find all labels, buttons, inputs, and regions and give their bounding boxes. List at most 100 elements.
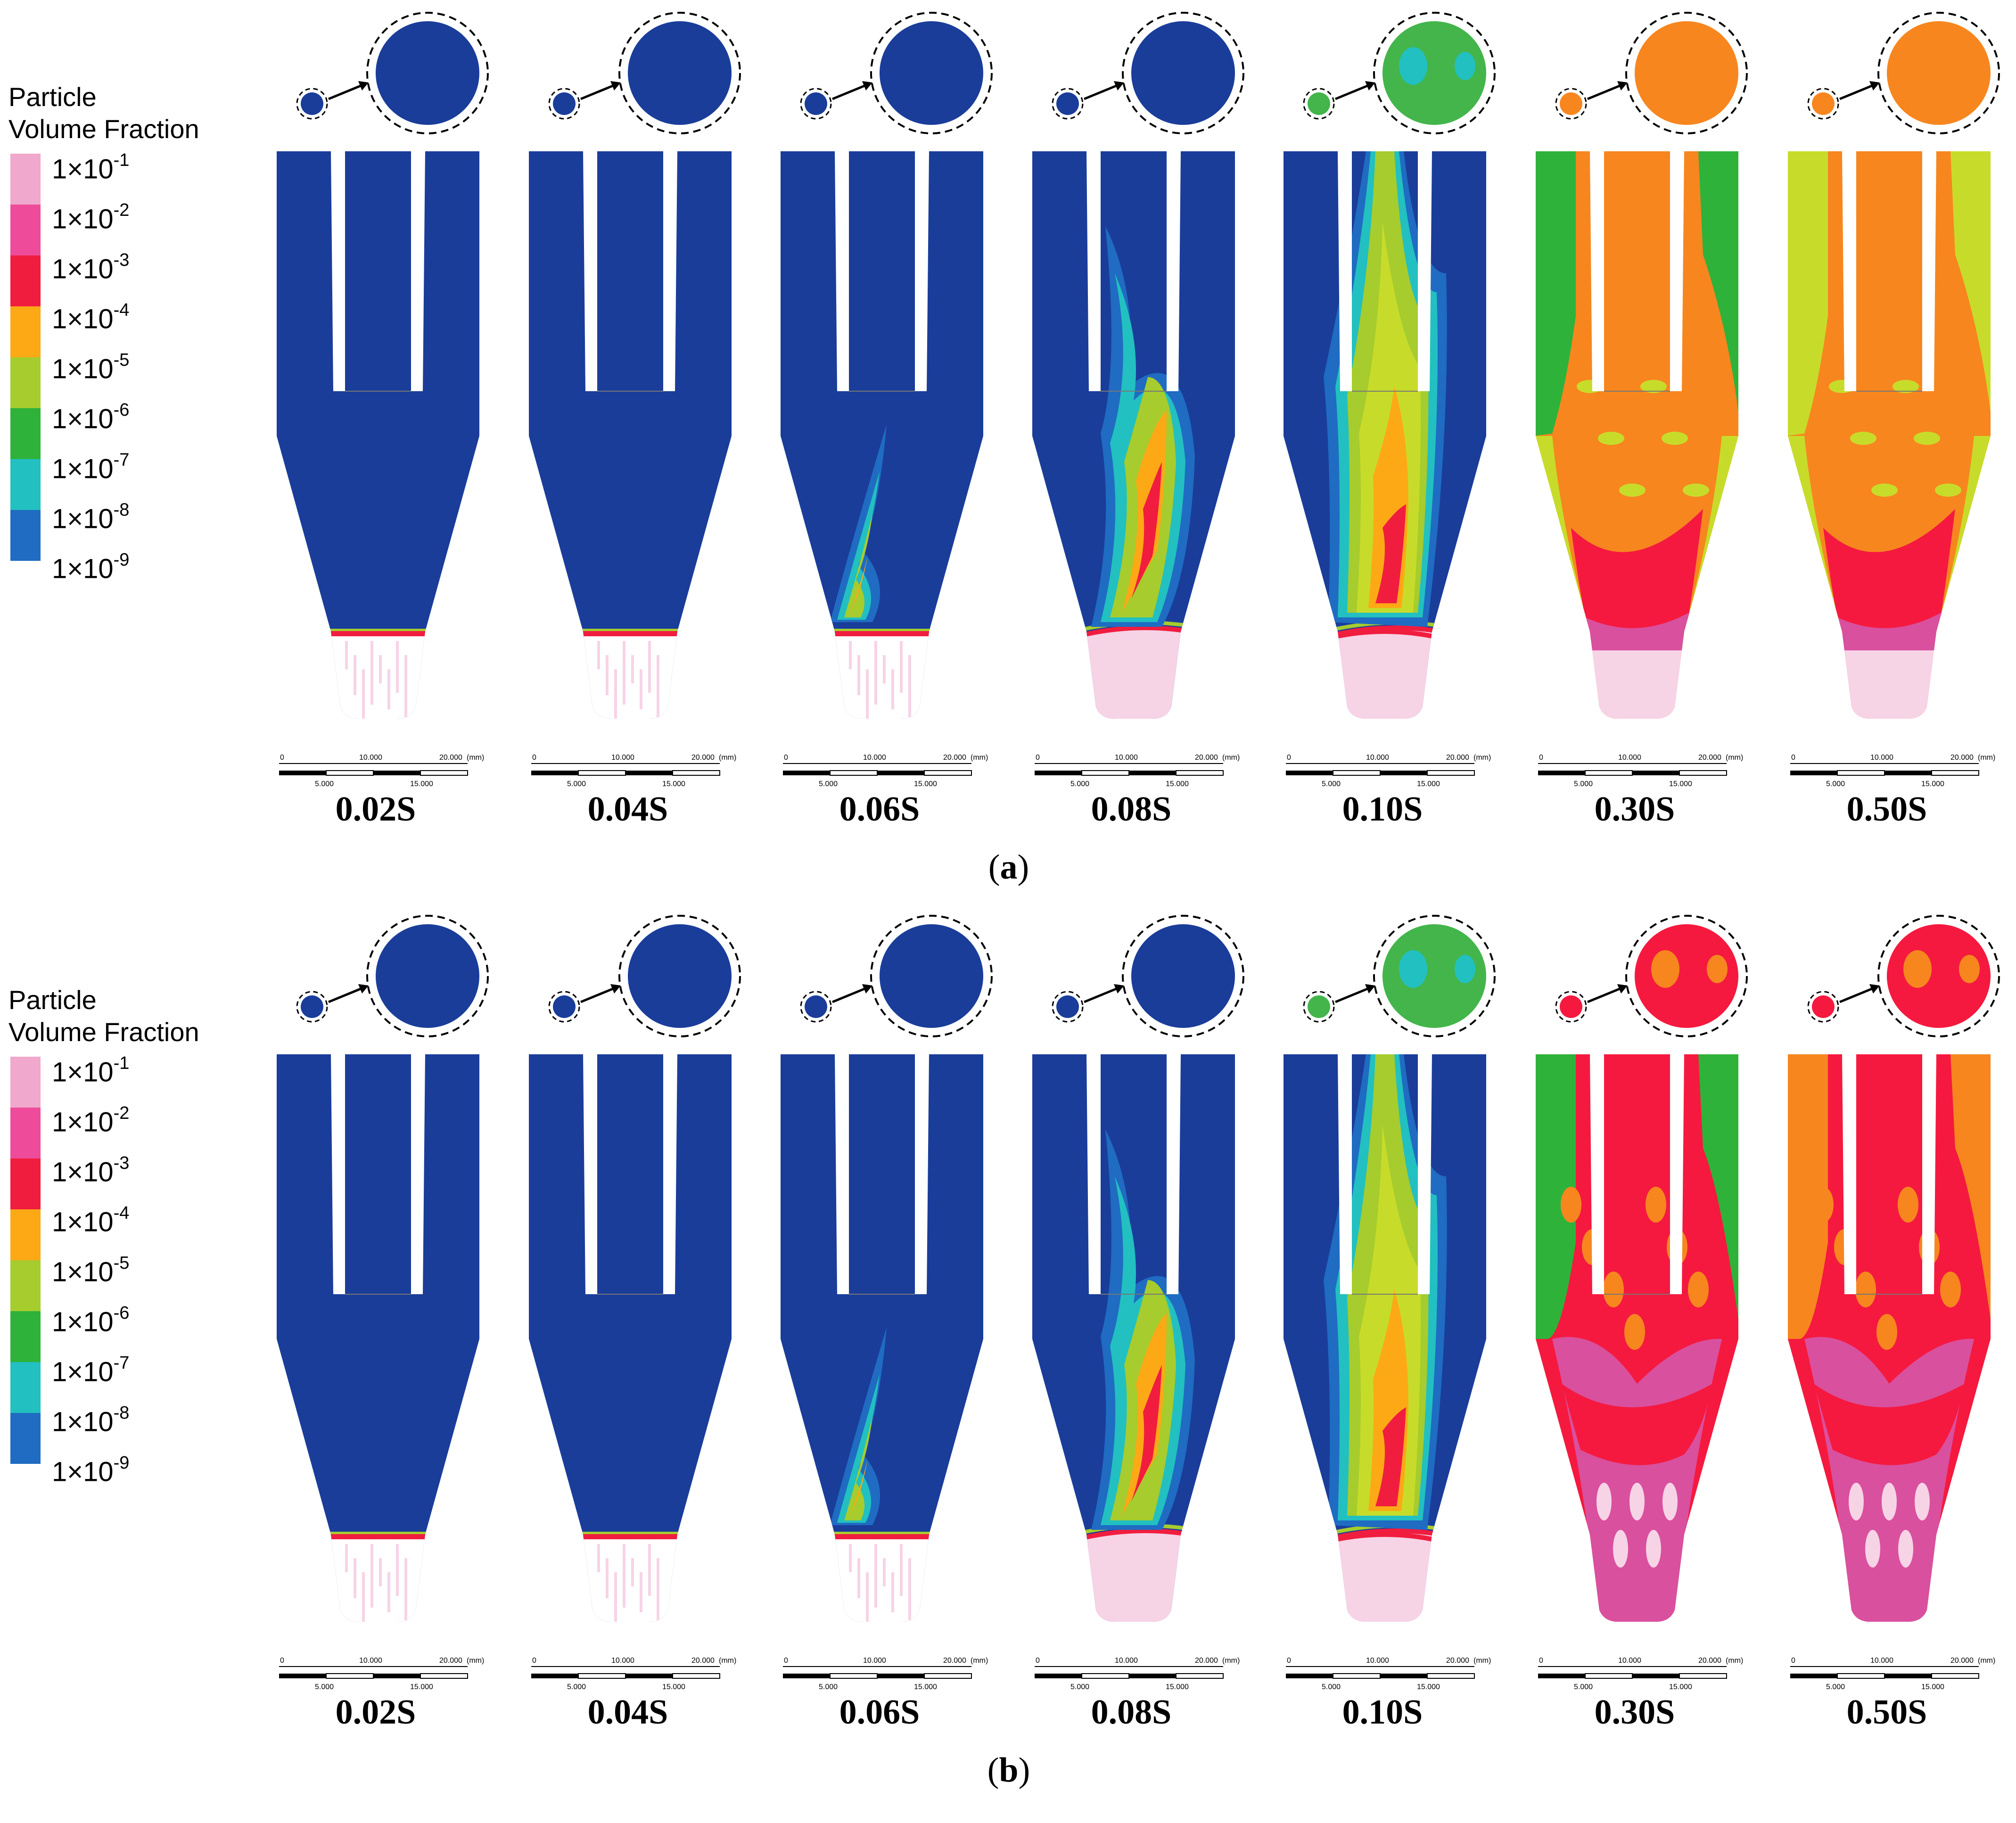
scale-bar-label: 15.000 [662, 1683, 685, 1691]
scale-bar: 0 10.000 20.000 (mm) 5.000 15.000 [1538, 754, 1743, 788]
outlet-small [805, 995, 827, 1018]
outlet-large [1382, 21, 1486, 125]
flow-field [781, 1054, 983, 1622]
scale-bar: 0 10.000 20.000 (mm) 5.000 15.000 [279, 1657, 484, 1691]
scale-bar-label: 0 [1791, 754, 1795, 762]
outlet-large-outline [1122, 12, 1244, 134]
vortex-finder-wall-right [663, 1054, 677, 1294]
vortex-finder-wall-left [331, 1054, 345, 1294]
scale-bar-label: 20.000 [1950, 754, 1974, 762]
vortex-finder-wall-left [1842, 1054, 1856, 1294]
scale-bar: 0 10.000 20.000 (mm) 5.000 15.000 [1538, 1657, 1743, 1691]
cyclone-contour: 0 10.000 20.000 (mm) 5.000 15.000 [274, 915, 489, 1691]
outlet-small [553, 92, 576, 115]
outlet-large-outline [870, 915, 993, 1037]
scale-bar-label: 15.000 [662, 780, 685, 788]
scale-bar-label: 0 [1287, 754, 1291, 762]
zoom-arrow [580, 986, 616, 1003]
scale-bar-label: 10.000 [1115, 1657, 1138, 1665]
scale-bar-unit: (mm) [1222, 1657, 1240, 1665]
scale-bar-unit: (mm) [971, 754, 988, 762]
simulation-frame: 0 10.000 20.000 (mm) 5.000 15.000 [274, 912, 491, 1704]
scale-bar-label: 5.000 [1826, 780, 1845, 788]
scale-bar-label: 20.000 [1195, 754, 1218, 762]
legend-title: Particle Volume Fraction [8, 82, 199, 144]
cyclone-contour: 0 10.000 20.000 (mm) 5.000 15.000 [1030, 12, 1244, 788]
legend-swatch [10, 408, 41, 459]
scale-bar-label: 5.000 [819, 780, 838, 788]
cyclone-contour: 0 10.000 20.000 (mm) 5.000 15.000 [527, 12, 741, 788]
legend-tick-label: 1×10-9 [52, 550, 130, 584]
simulation-frame: 0 10.000 20.000 (mm) 5.000 15.000 [527, 9, 743, 801]
scale-bar-label: 10.000 [611, 1657, 634, 1665]
cyclone-contour: 0 10.000 20.000 (mm) 5.000 15.000 [1786, 12, 2000, 788]
time-label: 0.04S [587, 790, 668, 829]
cyclone-contour: 0 10.000 20.000 (mm) 5.000 15.000 [1281, 915, 1496, 1691]
vortex-finder-wall-right [915, 151, 929, 391]
scale-bar-label: 0 [784, 1657, 788, 1665]
flow-field [529, 1054, 732, 1622]
legend-swatch [10, 459, 41, 510]
scale-bar: 0 10.000 20.000 (mm) 5.000 15.000 [1790, 754, 1995, 788]
time-label: 0.04S [587, 1693, 668, 1732]
scale-bar-label: 5.000 [1322, 1683, 1341, 1691]
outlet-large-outline [1373, 915, 1496, 1037]
legend-swatch [10, 1108, 41, 1158]
scale-bar-label: 10.000 [863, 1657, 886, 1665]
legend: Particle Volume Fraction 1×10-1 1×10-2 1×1… [8, 81, 199, 584]
scale-bar-label: 15.000 [1669, 780, 1692, 788]
scale-bar-label: 10.000 [863, 754, 886, 762]
vortex-finder-wall-left [1590, 1054, 1604, 1294]
vortex-finder-wall-left [1338, 1054, 1352, 1294]
legend-swatch [10, 154, 41, 205]
outlet-small-outline [800, 88, 832, 120]
scale-bar-label: 0 [1287, 1657, 1291, 1665]
scale-bar-label: 20.000 [439, 754, 462, 762]
flow-field [1032, 1054, 1235, 1622]
vortex-finder-wall-right [663, 151, 677, 391]
vortex-finder-wall-right [1418, 1054, 1432, 1294]
zoom-arrow [1084, 83, 1119, 100]
scale-bar-label: 0 [784, 754, 788, 762]
caption-b: (b) [987, 1751, 1030, 1790]
outlet-small [1560, 995, 1582, 1018]
outlet-large [880, 21, 983, 125]
scale-bar: 0 10.000 20.000 (mm) 5.000 15.000 [531, 754, 736, 788]
scale-bar-label: 5.000 [1574, 1683, 1593, 1691]
outlet-small-outline [296, 991, 328, 1023]
outlet-large-outline [1877, 915, 2000, 1037]
simulation-frame: 0 10.000 20.000 (mm) 5.000 15.000 [778, 912, 995, 1704]
outlet-large [1131, 924, 1235, 1028]
simulation-frame: 0 10.000 20.000 (mm) 5.000 15.000 [1281, 912, 1498, 1704]
vortex-finder-wall-left [331, 151, 345, 391]
scale-bar-label: 5.000 [1826, 1683, 1845, 1691]
outlet-small-outline [296, 88, 328, 120]
scale-bar-label: 15.000 [1166, 780, 1189, 788]
time-label: 0.06S [839, 790, 920, 829]
outlet-small [1308, 92, 1330, 115]
scale-bar-label: 15.000 [410, 1683, 433, 1691]
scale-bar-unit: (mm) [719, 754, 736, 762]
flow-field [1536, 151, 1738, 719]
outlet-large [880, 924, 983, 1028]
cyclone-contour: 0 10.000 20.000 (mm) 5.000 15.000 [1533, 12, 1748, 788]
legend-tick-label: 1×10-6 [52, 400, 130, 435]
flow-field [1032, 151, 1235, 719]
scale-bar-label: 5.000 [567, 780, 586, 788]
vortex-finder-wall-left [583, 151, 597, 391]
scale-bar-label: 10.000 [1618, 1657, 1641, 1665]
scale-bar-label: 20.000 [1446, 754, 1469, 762]
outlet-small-outline [1303, 88, 1335, 120]
simulation-frame: 0 10.000 20.000 (mm) 5.000 15.000 [274, 9, 491, 801]
scale-bar-unit: (mm) [971, 1657, 988, 1665]
scale-bar-label: 20.000 [691, 1657, 715, 1665]
scale-bar-label: 15.000 [1921, 780, 1944, 788]
scale-bar-label: 5.000 [819, 1683, 838, 1691]
flow-field [1788, 1054, 1991, 1622]
cyclone-contour: 0 10.000 20.000 (mm) 5.000 15.000 [1786, 915, 2000, 1691]
time-label: 0.08S [1091, 1693, 1172, 1732]
scale-bar-label: 20.000 [1950, 1657, 1974, 1665]
scale-bar-label: 5.000 [1574, 780, 1593, 788]
time-label: 0.30S [1594, 790, 1675, 829]
outlet-small [553, 995, 576, 1018]
